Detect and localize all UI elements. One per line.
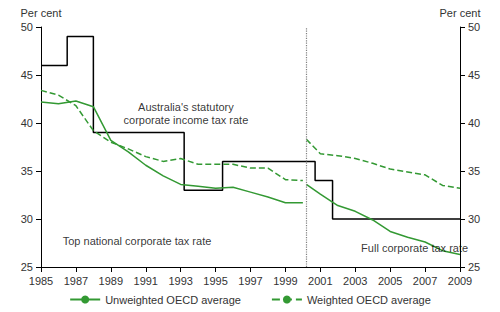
svg-text:40: 40	[21, 117, 33, 129]
svg-text:2001: 2001	[308, 275, 332, 287]
svg-text:1999: 1999	[273, 275, 297, 287]
svg-text:25: 25	[21, 261, 33, 273]
svg-text:1997: 1997	[238, 275, 262, 287]
svg-text:Australia's statutory: Australia's statutory	[138, 101, 234, 113]
svg-text:25: 25	[468, 261, 480, 273]
svg-text:30: 30	[21, 213, 33, 225]
svg-text:corporate income tax rate: corporate income tax rate	[124, 114, 249, 126]
svg-text:45: 45	[21, 69, 33, 81]
svg-text:1989: 1989	[99, 275, 123, 287]
svg-text:30: 30	[468, 213, 480, 225]
svg-text:Weighted OECD average: Weighted OECD average	[307, 294, 431, 306]
svg-text:2005: 2005	[378, 275, 402, 287]
svg-text:Top national corporate tax rat: Top national corporate tax rate	[63, 235, 212, 247]
svg-text:45: 45	[468, 69, 480, 81]
svg-text:1985: 1985	[29, 275, 53, 287]
svg-text:1991: 1991	[134, 275, 158, 287]
svg-text:Per cent: Per cent	[21, 7, 62, 19]
svg-text:Full corporate tax rate: Full corporate tax rate	[361, 242, 468, 254]
svg-text:35: 35	[21, 165, 33, 177]
svg-text:50: 50	[468, 21, 480, 33]
svg-text:1995: 1995	[203, 275, 227, 287]
svg-text:35: 35	[468, 165, 480, 177]
svg-text:1987: 1987	[64, 275, 88, 287]
svg-text:2009: 2009	[448, 275, 472, 287]
svg-text:Unweighted OECD average: Unweighted OECD average	[105, 294, 241, 306]
svg-text:2003: 2003	[343, 275, 367, 287]
svg-text:50: 50	[21, 21, 33, 33]
svg-text:2007: 2007	[413, 275, 437, 287]
svg-text:40: 40	[468, 117, 480, 129]
svg-text:Per cent: Per cent	[440, 7, 481, 19]
svg-text:1993: 1993	[168, 275, 192, 287]
